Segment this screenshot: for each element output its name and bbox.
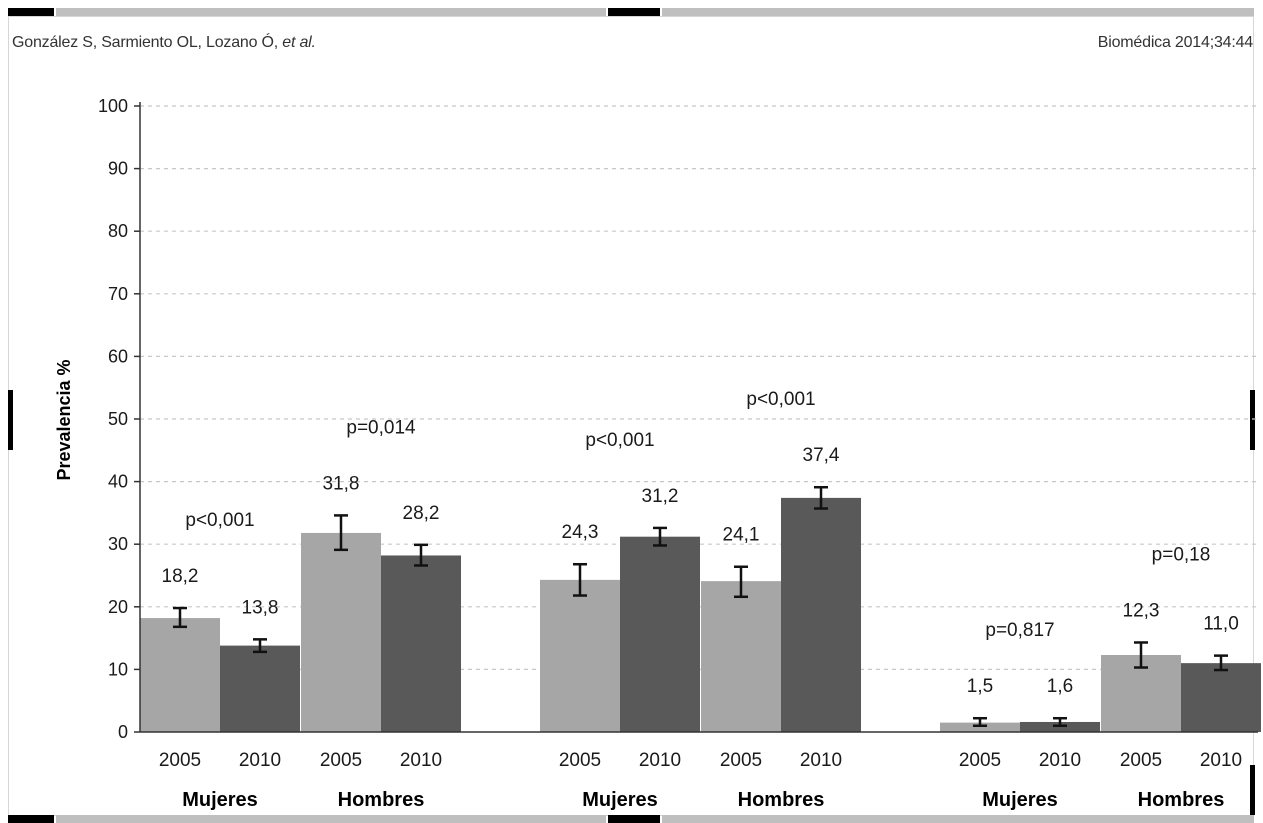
data-label: 1,6 [1047, 676, 1073, 697]
data-label: 13,8 [242, 597, 279, 618]
y-tick-label: 80 [108, 221, 128, 241]
bar [701, 581, 781, 732]
edge-bar [608, 8, 660, 16]
edge-bar [8, 815, 54, 823]
x-tick-label: 2010 [400, 750, 442, 771]
y-tick-label: 50 [108, 409, 128, 429]
running-header-authors: González S, Sarmiento OL, Lozano Ó, et a… [12, 34, 316, 52]
axis-layer [134, 102, 1258, 733]
p-value-label: p=0,014 [346, 417, 416, 438]
data-label: 12,3 [1123, 600, 1160, 621]
running-header-journal: Biomédica 2014;34:44 [1097, 34, 1253, 51]
group-label: Hombres [338, 789, 425, 811]
bar [1181, 663, 1261, 732]
bar [220, 645, 300, 732]
x-tick-label: 2010 [1200, 750, 1242, 771]
x-tick-label: 2005 [320, 750, 362, 771]
data-label: 31,8 [323, 473, 360, 494]
bar [940, 722, 1020, 732]
data-label: 11,0 [1203, 614, 1239, 635]
p-value-label: p=0,18 [1152, 544, 1211, 565]
bar [140, 618, 220, 732]
data-label: 37,4 [803, 445, 840, 466]
authors-text: González S, Sarmiento OL, Lozano Ó, [12, 34, 279, 51]
x-tick-label: 2005 [159, 750, 201, 771]
data-label: 31,2 [642, 486, 679, 507]
x-tick-label: 2010 [239, 750, 281, 771]
data-label: 24,1 [723, 525, 760, 546]
data-label: 24,3 [562, 522, 599, 543]
y-tick-label: 20 [108, 597, 128, 617]
bar [540, 579, 620, 732]
bars-layer [140, 485, 1261, 732]
bar [620, 536, 700, 732]
bar [381, 555, 461, 732]
p-value-label: p<0,001 [746, 389, 815, 410]
y-tick-label: 30 [108, 534, 128, 554]
x-tick-label: 2005 [1120, 750, 1162, 771]
data-label: 18,2 [162, 566, 199, 587]
p-value-label: p<0,001 [185, 510, 254, 531]
edge-bar [8, 8, 54, 16]
p-value-label: p<0,001 [585, 430, 654, 451]
x-tick-label: 2005 [559, 750, 601, 771]
bar [1020, 721, 1100, 732]
x-tick-label: 2005 [959, 750, 1001, 771]
p-value-label: p=0,817 [985, 620, 1054, 641]
edge-bar [662, 8, 1254, 16]
edge-bar [8, 390, 13, 450]
edge-bar [662, 815, 1254, 823]
data-label: 28,2 [403, 503, 440, 524]
bar [781, 497, 861, 732]
edge-bar [56, 8, 606, 16]
y-axis-title: Prevalencia % [54, 359, 74, 480]
edge-bar [608, 815, 660, 823]
data-label: 1,5 [967, 676, 993, 697]
x-tick-label: 2010 [1039, 750, 1081, 771]
et-al-text: et al. [282, 34, 316, 51]
x-tick-label: 2010 [639, 750, 681, 771]
group-label: Mujeres [182, 789, 258, 811]
y-tick-label: 100 [98, 96, 128, 116]
x-tick-label: 2005 [720, 750, 762, 771]
group-label: Hombres [738, 789, 825, 811]
y-tick-label: 60 [108, 346, 128, 366]
y-tick-label: 70 [108, 284, 128, 304]
y-tick-label: 0 [118, 722, 128, 742]
labels-layer: 0 10 20 30 40 50 60 70 80 90 100 18,2 2005 13,8 2010 p<… [98, 96, 1242, 811]
edge-bar [1250, 390, 1255, 450]
y-tick-label: 90 [108, 159, 128, 179]
group-label: Hombres [1138, 789, 1225, 811]
y-tick-label: 10 [108, 659, 128, 679]
y-tick-label: 40 [108, 472, 128, 492]
group-label: Mujeres [982, 789, 1058, 811]
x-tick-label: 2010 [800, 750, 842, 771]
group-label: Mujeres [582, 789, 658, 811]
edge-bar [1250, 765, 1255, 815]
edge-bar [56, 815, 606, 823]
bar [301, 532, 381, 732]
